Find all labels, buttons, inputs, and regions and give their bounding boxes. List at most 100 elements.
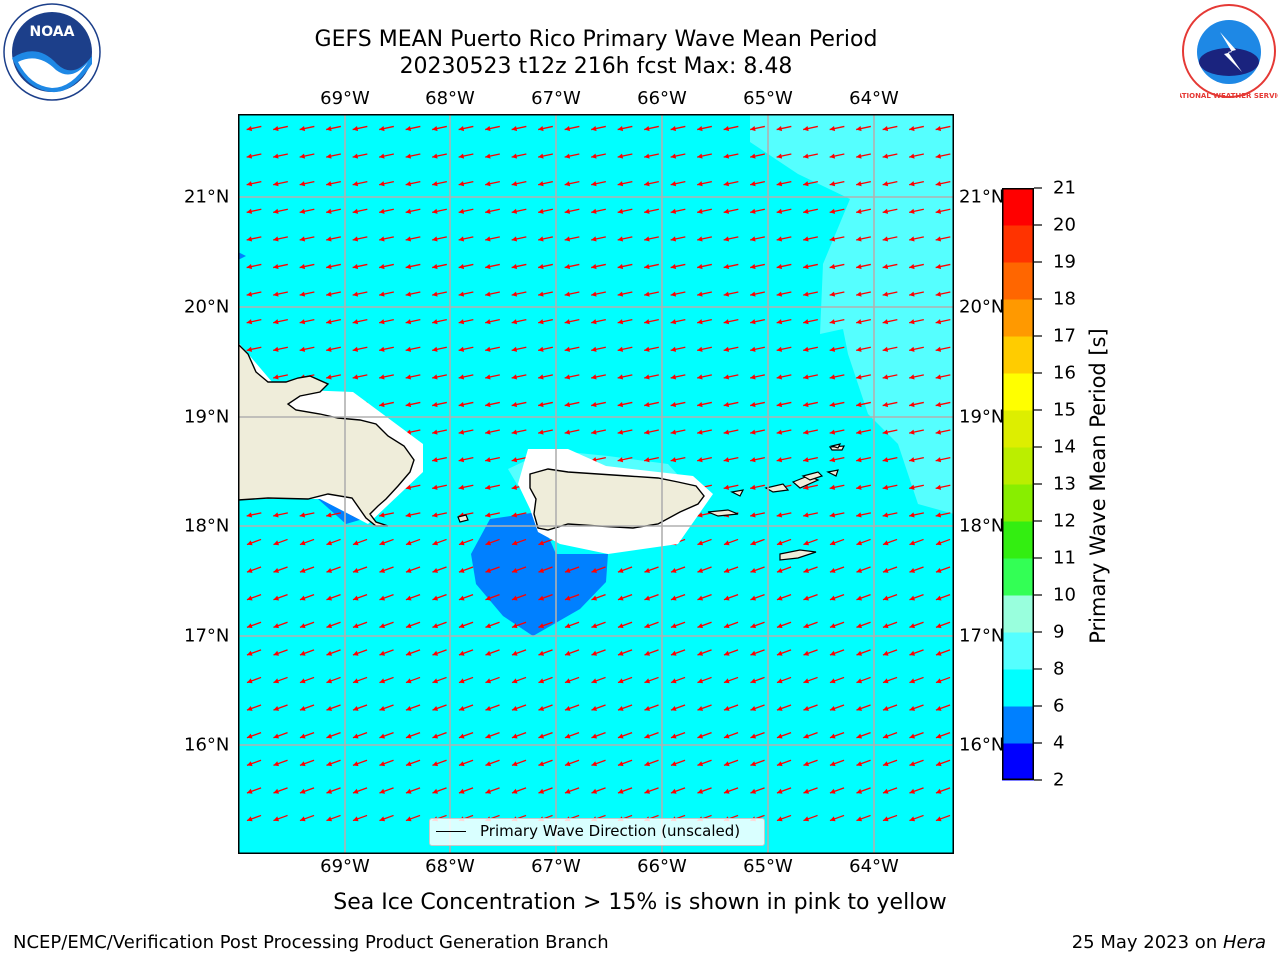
- wave-arrow-head: [856, 568, 863, 573]
- legend-label: Primary Wave Direction (unscaled): [480, 822, 741, 840]
- wave-arrow-head: [273, 374, 279, 380]
- wave-arrow-head: [750, 733, 757, 739]
- wave-arrow-head: [511, 429, 518, 435]
- land-culebra: [730, 489, 745, 497]
- wave-arrow-head: [644, 678, 651, 684]
- wave-arrow-head: [750, 623, 757, 629]
- wave-arrow-head: [352, 595, 359, 601]
- wave-arrow-head: [485, 540, 492, 546]
- wave-arrow-head: [511, 236, 518, 242]
- wave-arrow-head: [697, 678, 704, 684]
- wave-arrow-head: [935, 374, 942, 380]
- wave-arrow-head: [935, 401, 942, 408]
- wave-arrow-head: [485, 512, 491, 518]
- wave-arrow-head: [776, 208, 783, 214]
- wave-arrow-head: [405, 319, 412, 325]
- wave-arrow-head: [803, 595, 810, 601]
- wave-arrow-head: [432, 761, 439, 767]
- wave-arrow-head: [485, 595, 492, 601]
- colorbar-swatch-9: [1002, 410, 1034, 448]
- wave-arrow-head: [458, 181, 465, 187]
- wave-arrow-head: [485, 319, 491, 325]
- wave-arrow-head: [803, 512, 809, 518]
- wave-arrow-head: [856, 125, 862, 132]
- wave-arrow-head: [882, 512, 889, 518]
- wave-arrow-head: [458, 650, 465, 656]
- wave-arrow-head: [326, 595, 333, 601]
- wave-arrow-head: [697, 401, 703, 408]
- wave-arrow-head: [935, 816, 942, 822]
- wave-arrow-head: [246, 733, 253, 739]
- wave-arrow-head: [326, 788, 333, 794]
- wave-arrow-head: [829, 374, 836, 380]
- forecast-info: 20230523 t12z 216h fcst Max: 8.48: [399, 54, 793, 79]
- wave-arrow-head: [246, 153, 253, 159]
- wave-arrow-head: [458, 457, 465, 463]
- wave-arrow-head: [591, 568, 598, 573]
- wave-arrow-head: [299, 125, 306, 132]
- wave-arrow-head: [617, 457, 624, 463]
- colorbar-swatch-12: [1002, 299, 1034, 337]
- wave-arrow-head: [697, 263, 703, 270]
- wave-arrow-head: [935, 706, 942, 711]
- wave-arrow-head: [379, 678, 386, 684]
- wave-arrow-head: [723, 595, 730, 601]
- wave-arrow-head: [882, 319, 889, 325]
- wave-arrow-head: [538, 540, 545, 546]
- wave-arrow-head: [829, 457, 836, 463]
- wave-arrow-head: [299, 678, 306, 684]
- wave-arrow-head: [458, 401, 465, 408]
- wave-arrow-head: [352, 761, 359, 767]
- colorbar-swatch-5: [1002, 558, 1034, 596]
- sea-ice-note: Sea Ice Concentration > 15% is shown in …: [333, 890, 947, 915]
- wave-arrow-head: [697, 346, 703, 352]
- wave-arrow-head: [803, 401, 809, 408]
- wave-arrow-head: [909, 181, 915, 187]
- lat-tick-left-0: 21°N: [184, 186, 230, 208]
- wave-arrow-head: [750, 236, 756, 242]
- wave-arrow-head: [246, 816, 253, 822]
- wave-arrow-head: [829, 816, 836, 822]
- wave-arrow-head: [246, 761, 253, 767]
- wave-arrow-head: [935, 429, 942, 435]
- wave-arrow-head: [829, 401, 836, 408]
- wave-arrow-head: [564, 761, 571, 767]
- wave-arrow-head: [273, 816, 280, 822]
- wave-arrow-head: [697, 125, 703, 132]
- wave-arrow-head: [750, 595, 757, 601]
- colorbar-level-13: 18: [1053, 288, 1076, 310]
- wave-arrow-head: [829, 291, 836, 297]
- wave-arrow-head: [299, 623, 306, 629]
- colorbar-level-5: 10: [1053, 584, 1076, 606]
- wave-arrow-head: [617, 761, 624, 767]
- wave-arrow-head: [511, 678, 518, 684]
- wave-arrow-head: [856, 319, 862, 325]
- wave-arrow-head: [379, 568, 386, 573]
- land-mona-island: [457, 514, 469, 523]
- colorbar-swatch-13: [1002, 262, 1034, 300]
- wave-arrow-head: [246, 623, 253, 629]
- footer-host: Hera: [1222, 932, 1266, 953]
- wave-arrow-head: [246, 125, 253, 132]
- wave-arrow-head: [750, 512, 756, 518]
- wave-arrow-head: [617, 263, 624, 270]
- wave-arrow-head: [644, 208, 650, 214]
- wave-arrow-head: [617, 208, 624, 214]
- wave-arrow-head: [458, 788, 465, 794]
- wave-arrow-head: [273, 263, 279, 270]
- wave-arrow-head: [829, 346, 836, 352]
- wave-arrow-head: [379, 788, 386, 794]
- wave-arrow-head: [909, 346, 915, 352]
- wave-arrow-head: [511, 401, 518, 408]
- wave-arrow-head: [538, 208, 544, 214]
- wave-arrow-head: [273, 319, 279, 325]
- wave-arrow-head: [511, 540, 518, 546]
- wave-arrow-head: [723, 263, 730, 270]
- wave-arrow-head: [723, 457, 730, 463]
- wave-arrow-head: [723, 678, 730, 684]
- wave-arrow-head: [909, 429, 915, 435]
- wave-arrow-head: [909, 540, 916, 546]
- wave-arrow-head: [432, 319, 438, 325]
- wave-arrow-head: [326, 236, 332, 242]
- wave-arrow-head: [379, 595, 386, 601]
